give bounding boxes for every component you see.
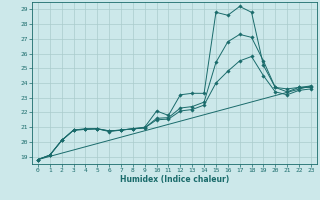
X-axis label: Humidex (Indice chaleur): Humidex (Indice chaleur)	[120, 175, 229, 184]
